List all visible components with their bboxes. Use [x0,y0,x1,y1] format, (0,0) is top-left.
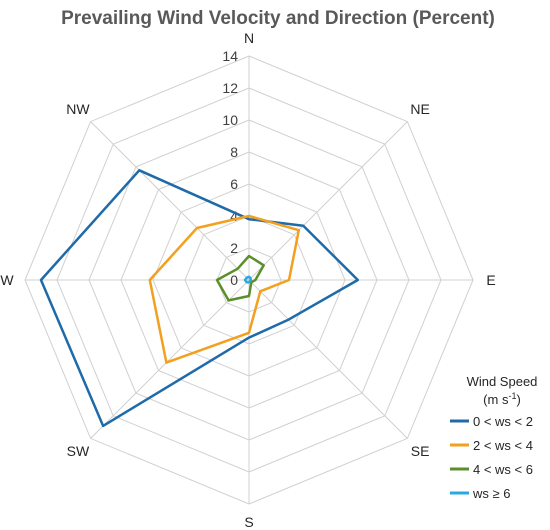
tick-label: 10 [222,112,238,128]
direction-label: SE [411,443,430,459]
tick-label: 8 [230,144,238,160]
tick-label: 12 [222,80,238,96]
radial-tick-labels: 0 2 4 6 8 10 12 14 [222,48,238,288]
legend: Wind Speed (m s-1) 0 < ws < 2 2 < ws < 4 4… [450,374,537,501]
legend-label: 2 < ws < 4 [473,438,533,453]
series-line [215,254,265,302]
tick-label: 4 [230,208,238,224]
legend-unit: (m s-1) [483,391,521,407]
series-line [148,214,301,364]
legend-label: 4 < ws < 6 [473,462,533,477]
grid-spoke [248,279,408,439]
grid-spoke [90,121,250,281]
series-group [39,169,360,428]
grid-spoke [248,121,408,281]
direction-label: N [244,30,254,46]
tick-label: 0 [230,272,238,288]
direction-label: S [244,514,253,530]
direction-label: SW [67,443,90,459]
legend-label: ws ≥ 6 [472,486,510,501]
direction-label: E [486,272,495,288]
tick-label: 6 [230,176,238,192]
tick-label: 2 [230,240,238,256]
legend-unit-close: ) [516,392,520,407]
legend-title: Wind Speed [467,374,538,389]
legend-label: 0 < ws < 2 [473,414,533,429]
grid-spoke [90,279,250,439]
direction-label: NW [66,101,90,117]
legend-items: 0 < ws < 2 2 < ws < 4 4 < ws < 6 ws ≥ 6 [450,414,533,501]
tick-label: 14 [222,48,238,64]
direction-label: W [0,272,14,288]
chart-title: Prevailing Wind Velocity and Direction (… [61,8,495,29]
direction-labels: N NE E SE S SW W NW [0,30,495,530]
legend-unit-base: (m s [483,392,509,407]
series-line [39,169,360,428]
series-line [243,275,252,284]
legend-unit-sup: -1 [508,391,516,401]
direction-label: NE [410,101,429,117]
radar-grid [24,55,474,505]
